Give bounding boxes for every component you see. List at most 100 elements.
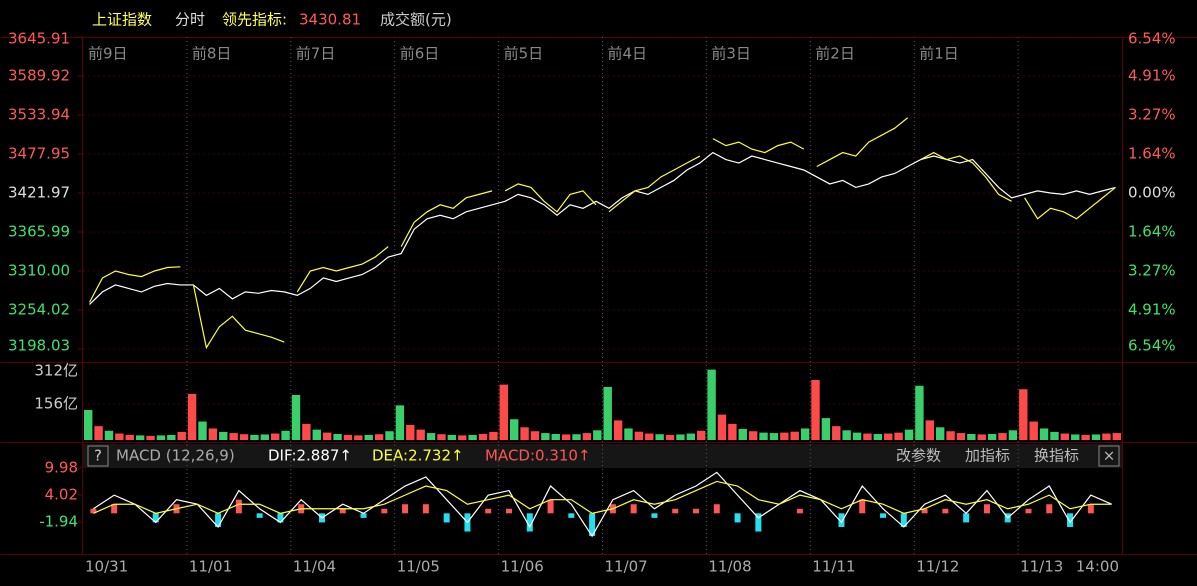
macd-bar bbox=[672, 508, 679, 514]
volume-bar bbox=[478, 434, 488, 440]
volume-bar bbox=[219, 431, 228, 440]
volume-bar bbox=[94, 426, 103, 440]
volume-bar bbox=[385, 431, 394, 440]
frame-line bbox=[1, 442, 1197, 443]
volume-bar bbox=[873, 434, 883, 440]
dea-label: DEA:2.732↑ bbox=[372, 447, 464, 465]
volume-bar bbox=[177, 431, 186, 440]
macd-bar bbox=[277, 513, 284, 523]
x-tick-label: 11/05 bbox=[397, 558, 440, 576]
volume-bar bbox=[250, 434, 259, 440]
volume-bar bbox=[135, 435, 145, 440]
volume-bar bbox=[863, 433, 872, 440]
volume-bar bbox=[281, 430, 290, 440]
volume-bar bbox=[613, 420, 623, 440]
volume-bar bbox=[291, 395, 301, 440]
button[interactable]: 改参数 bbox=[896, 447, 941, 465]
price-line bbox=[1024, 186, 1116, 220]
macd-bar bbox=[256, 513, 263, 518]
volume-bar bbox=[593, 430, 602, 440]
volume-bar bbox=[603, 386, 612, 440]
button[interactable]: 加指标 bbox=[965, 447, 1010, 465]
volume-bar bbox=[312, 429, 321, 440]
lead-label: 领先指标: bbox=[222, 11, 287, 29]
volume-bar bbox=[395, 405, 405, 440]
day-label: 前5日 bbox=[504, 45, 544, 63]
macd-bar bbox=[360, 513, 367, 518]
day-label: 前1日 bbox=[919, 45, 959, 63]
help-box[interactable] bbox=[87, 445, 109, 467]
macd-bar bbox=[755, 513, 762, 532]
frame-line bbox=[1, 362, 1197, 363]
x-tick-label: 11/12 bbox=[916, 558, 959, 576]
volume-bar bbox=[520, 427, 529, 440]
close[interactable]: × bbox=[1103, 447, 1116, 465]
macd-bar bbox=[796, 508, 803, 514]
volume-bar bbox=[884, 433, 893, 440]
macd-bar bbox=[1087, 504, 1094, 514]
volume-bar bbox=[406, 425, 415, 440]
volume-bar bbox=[748, 431, 758, 440]
macd-bar bbox=[215, 513, 222, 527]
volume-bar bbox=[572, 434, 581, 440]
volume-bar bbox=[1008, 430, 1018, 440]
volume-bar bbox=[343, 434, 353, 440]
volume-bar bbox=[676, 434, 685, 440]
volume-bar bbox=[187, 393, 197, 440]
volume-bar bbox=[832, 426, 841, 440]
x-tick-label: 10/31 bbox=[85, 558, 128, 576]
price-line bbox=[504, 183, 597, 213]
y2-tick-label: 4.91% bbox=[1128, 66, 1176, 84]
macd-bar bbox=[339, 508, 346, 514]
macd-bar bbox=[651, 513, 658, 518]
volume-bar bbox=[198, 421, 207, 440]
index-name: 上证指数 bbox=[92, 11, 152, 29]
volume-bar bbox=[1112, 433, 1121, 440]
macd-bar bbox=[859, 499, 866, 514]
x-tick-label: 11/08 bbox=[708, 558, 751, 576]
volume-bar bbox=[821, 418, 831, 440]
volume-bar bbox=[686, 433, 696, 440]
volume-bar bbox=[967, 434, 976, 440]
volume-bar bbox=[634, 431, 644, 440]
volume-bar bbox=[935, 427, 945, 440]
close-box[interactable] bbox=[1098, 445, 1120, 467]
macd-bar bbox=[547, 499, 554, 514]
macd-bar bbox=[921, 508, 928, 514]
y-tick-label: 3533.94 bbox=[8, 106, 70, 124]
end-time: 14:00 bbox=[1076, 558, 1119, 576]
button[interactable]: 换指标 bbox=[1034, 447, 1079, 465]
day-label: 前2日 bbox=[815, 45, 855, 63]
volume-label: 成交额(元) bbox=[380, 11, 452, 29]
macd-title: MACD (12,26,9) bbox=[116, 447, 235, 465]
macd-bar bbox=[589, 513, 596, 537]
volume-bar bbox=[624, 428, 633, 440]
volume-bar bbox=[728, 423, 737, 440]
volume-bar bbox=[987, 434, 997, 440]
volume-bar bbox=[1039, 428, 1049, 440]
day-label: 前9日 bbox=[88, 45, 128, 63]
help[interactable]: ? bbox=[94, 447, 102, 465]
y-tick-label: 3645.91 bbox=[8, 30, 70, 48]
lead-value: 3430.81 bbox=[299, 11, 361, 29]
volume-bar bbox=[104, 430, 114, 440]
volume-bar bbox=[115, 433, 124, 440]
x-tick-label: 11/07 bbox=[605, 558, 648, 576]
volume-bar bbox=[738, 428, 747, 440]
price-line bbox=[920, 151, 1012, 202]
frame-line bbox=[1122, 37, 1123, 555]
y-tick-label: 3477.95 bbox=[8, 145, 70, 163]
volume-bar bbox=[1091, 434, 1101, 440]
volume-bar bbox=[697, 430, 706, 440]
y2-tick-label: 6.54% bbox=[1128, 337, 1176, 355]
macd-bar bbox=[422, 504, 429, 514]
volume-bar bbox=[229, 433, 238, 440]
price-line bbox=[816, 117, 909, 168]
volume-bar bbox=[956, 433, 966, 440]
volume-bar bbox=[84, 410, 93, 440]
y-tick-label: 312亿 bbox=[34, 362, 78, 380]
volume-bar bbox=[561, 434, 571, 440]
y2-tick-label: 1.64% bbox=[1128, 223, 1176, 241]
mode[interactable]: 分时 bbox=[175, 11, 205, 29]
